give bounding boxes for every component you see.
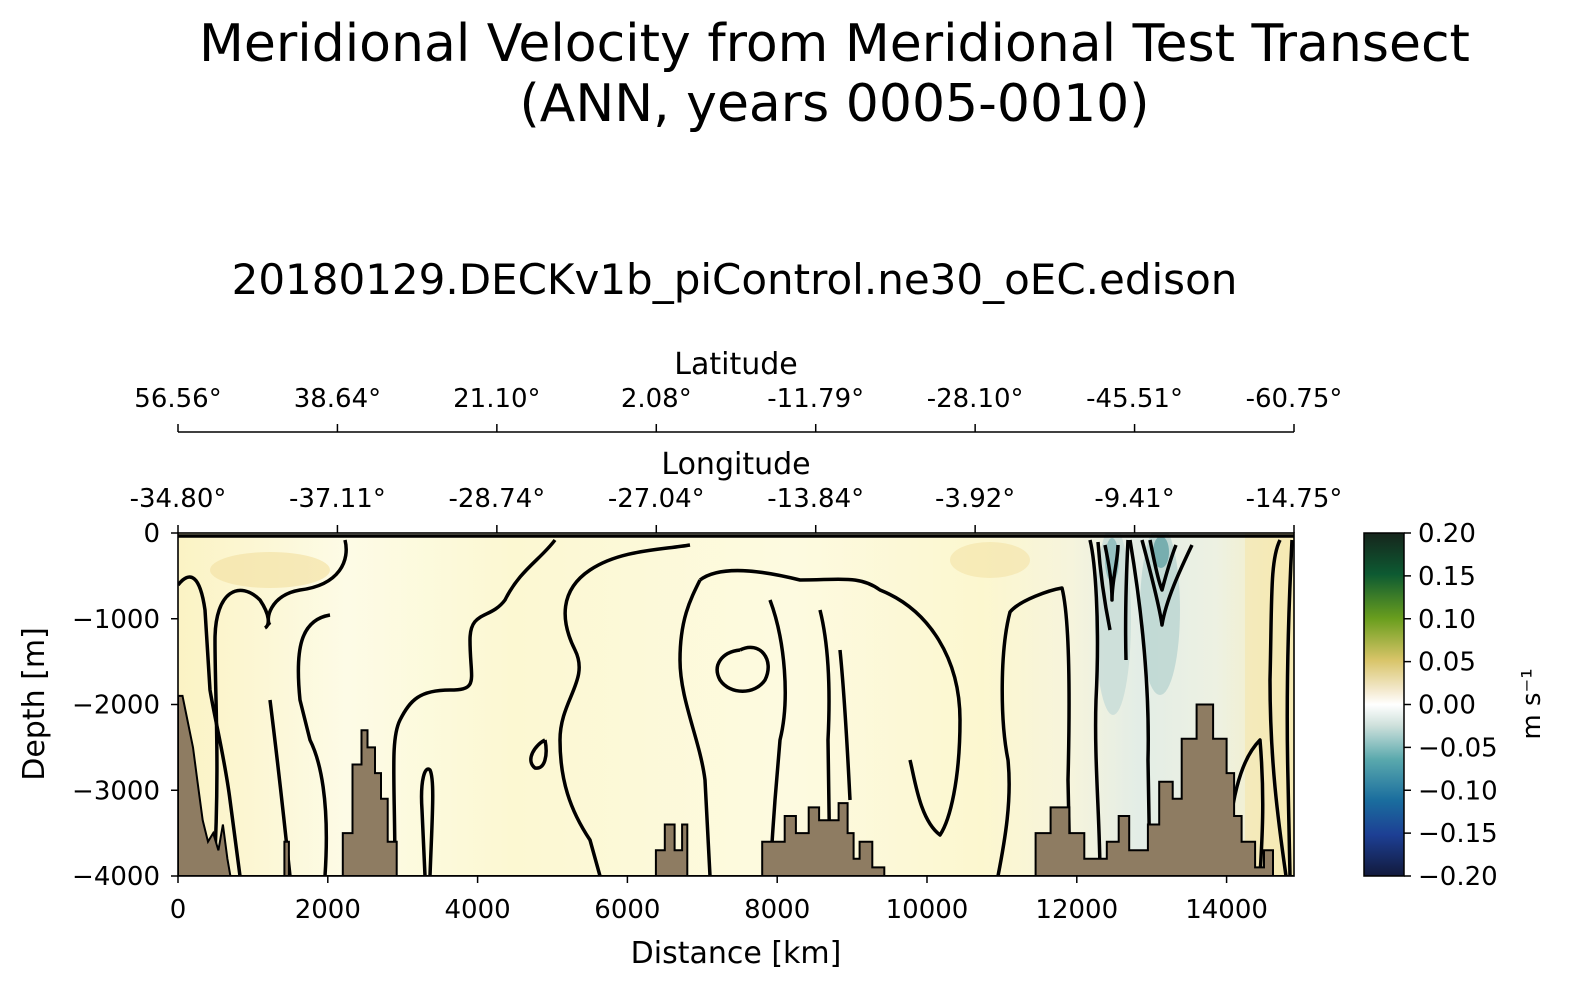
x-tick-label-5: 10000	[886, 895, 969, 925]
contour-loop-4	[715, 645, 770, 693]
pos-surface-2	[950, 542, 1030, 578]
colorbar-tick-label-7: −0.15	[1418, 819, 1498, 849]
y-axis: 0 −1000 −2000 −3000 −4000	[72, 519, 178, 892]
contour-mid-1	[419, 767, 435, 876]
latitude-tick-label-2: 21.10°	[453, 384, 540, 414]
y-tick-label-0: 0	[143, 519, 160, 549]
contour-west-2	[212, 588, 271, 876]
latitude-axis: 56.56° 38.64° 21.10° 2.08° -11.79° -28.10° -45…	[134, 384, 1343, 433]
longitude-tick-label-7: -14.75°	[1246, 484, 1343, 514]
latitude-tick-label-0: 56.56°	[134, 384, 221, 414]
x-tick-label-3: 6000	[594, 895, 660, 925]
y-tick-label-3: −3000	[72, 776, 160, 806]
longitude-axis: -34.80° -37.11° -28.74° -27.04° -13.84° -3.92…	[130, 484, 1343, 533]
colorbar-tick-label-5: −0.05	[1418, 733, 1498, 763]
neg-core-2	[1153, 536, 1169, 568]
longitude-tick-label-6: -9.41°	[1094, 484, 1174, 514]
contour-east-edge	[1268, 539, 1294, 876]
latitude-label: Latitude	[674, 347, 797, 382]
contour-south-jet-d	[1128, 539, 1152, 876]
colorbar-tick-label-6: −0.10	[1418, 776, 1498, 806]
longitude-tick-label-1: -37.11°	[289, 484, 386, 514]
x-axis: 0 2000 4000 6000 8000 10000 12000 14000	[170, 876, 1268, 925]
latitude-tick-label-1: 38.64°	[294, 384, 381, 414]
latitude-tick-label-6: -45.51°	[1086, 384, 1183, 414]
contour-east-gyre-3	[818, 609, 852, 876]
y-tick-label-2: −2000	[72, 691, 160, 721]
longitude-tick-label-2: -28.74°	[448, 484, 545, 514]
colorbar-tick-label-3: 0.05	[1418, 648, 1476, 678]
y-tick-label-4: −4000	[72, 862, 160, 892]
colorbar-tick-label-8: −0.20	[1418, 862, 1498, 892]
latitude-tick-label-5: -28.10°	[927, 384, 1024, 414]
contour-east-gyre	[698, 568, 962, 837]
chart-title-line-1: Meridional Velocity from Meridional Test…	[199, 14, 1470, 74]
y-tick-label-1: −1000	[72, 605, 160, 635]
contour-south-jet-a	[1088, 539, 1130, 876]
longitude-tick-label-3: -27.04°	[608, 484, 705, 514]
latitude-tick-label-3: 2.08°	[621, 384, 692, 414]
contour-gyre-b	[296, 613, 331, 876]
y-axis-label: Depth [m]	[17, 627, 52, 781]
colorbar-tick-label-2: 0.10	[1418, 605, 1476, 635]
contour-mid-2	[392, 538, 557, 876]
x-tick-label-7: 14000	[1185, 895, 1268, 925]
longitude-tick-label-0: -34.80°	[130, 484, 227, 514]
contour-south-1	[996, 586, 1072, 876]
contour-loop-2	[558, 543, 691, 876]
neg-jet-1	[1095, 533, 1131, 715]
longitude-tick-label-5: -3.92°	[935, 484, 1015, 514]
velocity-field-detail	[178, 533, 1294, 876]
latitude-tick-label-4: -11.79°	[767, 384, 864, 414]
x-tick-label-1: 2000	[295, 895, 361, 925]
x-axis-label: Distance [km]	[631, 936, 842, 971]
latitude-tick-label-7: -60.75°	[1246, 384, 1343, 414]
contour-loop-3	[678, 579, 712, 876]
colorbar-axis: 0.20 0.15 0.10 0.05 0.00 −0.05 −0.10 −0.15 −0.20	[1404, 519, 1498, 892]
x-tick-label-4: 8000	[744, 895, 810, 925]
chart-title-line-2: (ANN, years 0005-0010)	[519, 74, 1150, 134]
colorbar-label: m s⁻¹	[1517, 668, 1547, 739]
x-tick-label-2: 4000	[445, 895, 511, 925]
contour-south-jet-b	[1096, 541, 1120, 631]
x-tick-label-0: 0	[170, 895, 187, 925]
colorbar	[1363, 532, 1405, 877]
x-tick-label-6: 12000	[1035, 895, 1118, 925]
contour-west	[178, 575, 242, 876]
colorbar-tick-label-4: 0.00	[1418, 691, 1476, 721]
longitude-tick-label-4: -13.84°	[767, 484, 864, 514]
contour-loop-1	[529, 738, 548, 770]
colorbar-tick-label-1: 0.15	[1418, 562, 1476, 592]
bathymetry	[178, 694, 1294, 876]
pos-surface-1	[210, 552, 330, 588]
longitude-label: Longitude	[661, 447, 810, 482]
chart-subtitle: 20180129.DECKv1b_piControl.ne30_oEC.edis…	[231, 255, 1238, 304]
contour-south-jet-c	[1140, 539, 1194, 627]
colorbar-tick-label-0: 0.20	[1418, 519, 1476, 549]
